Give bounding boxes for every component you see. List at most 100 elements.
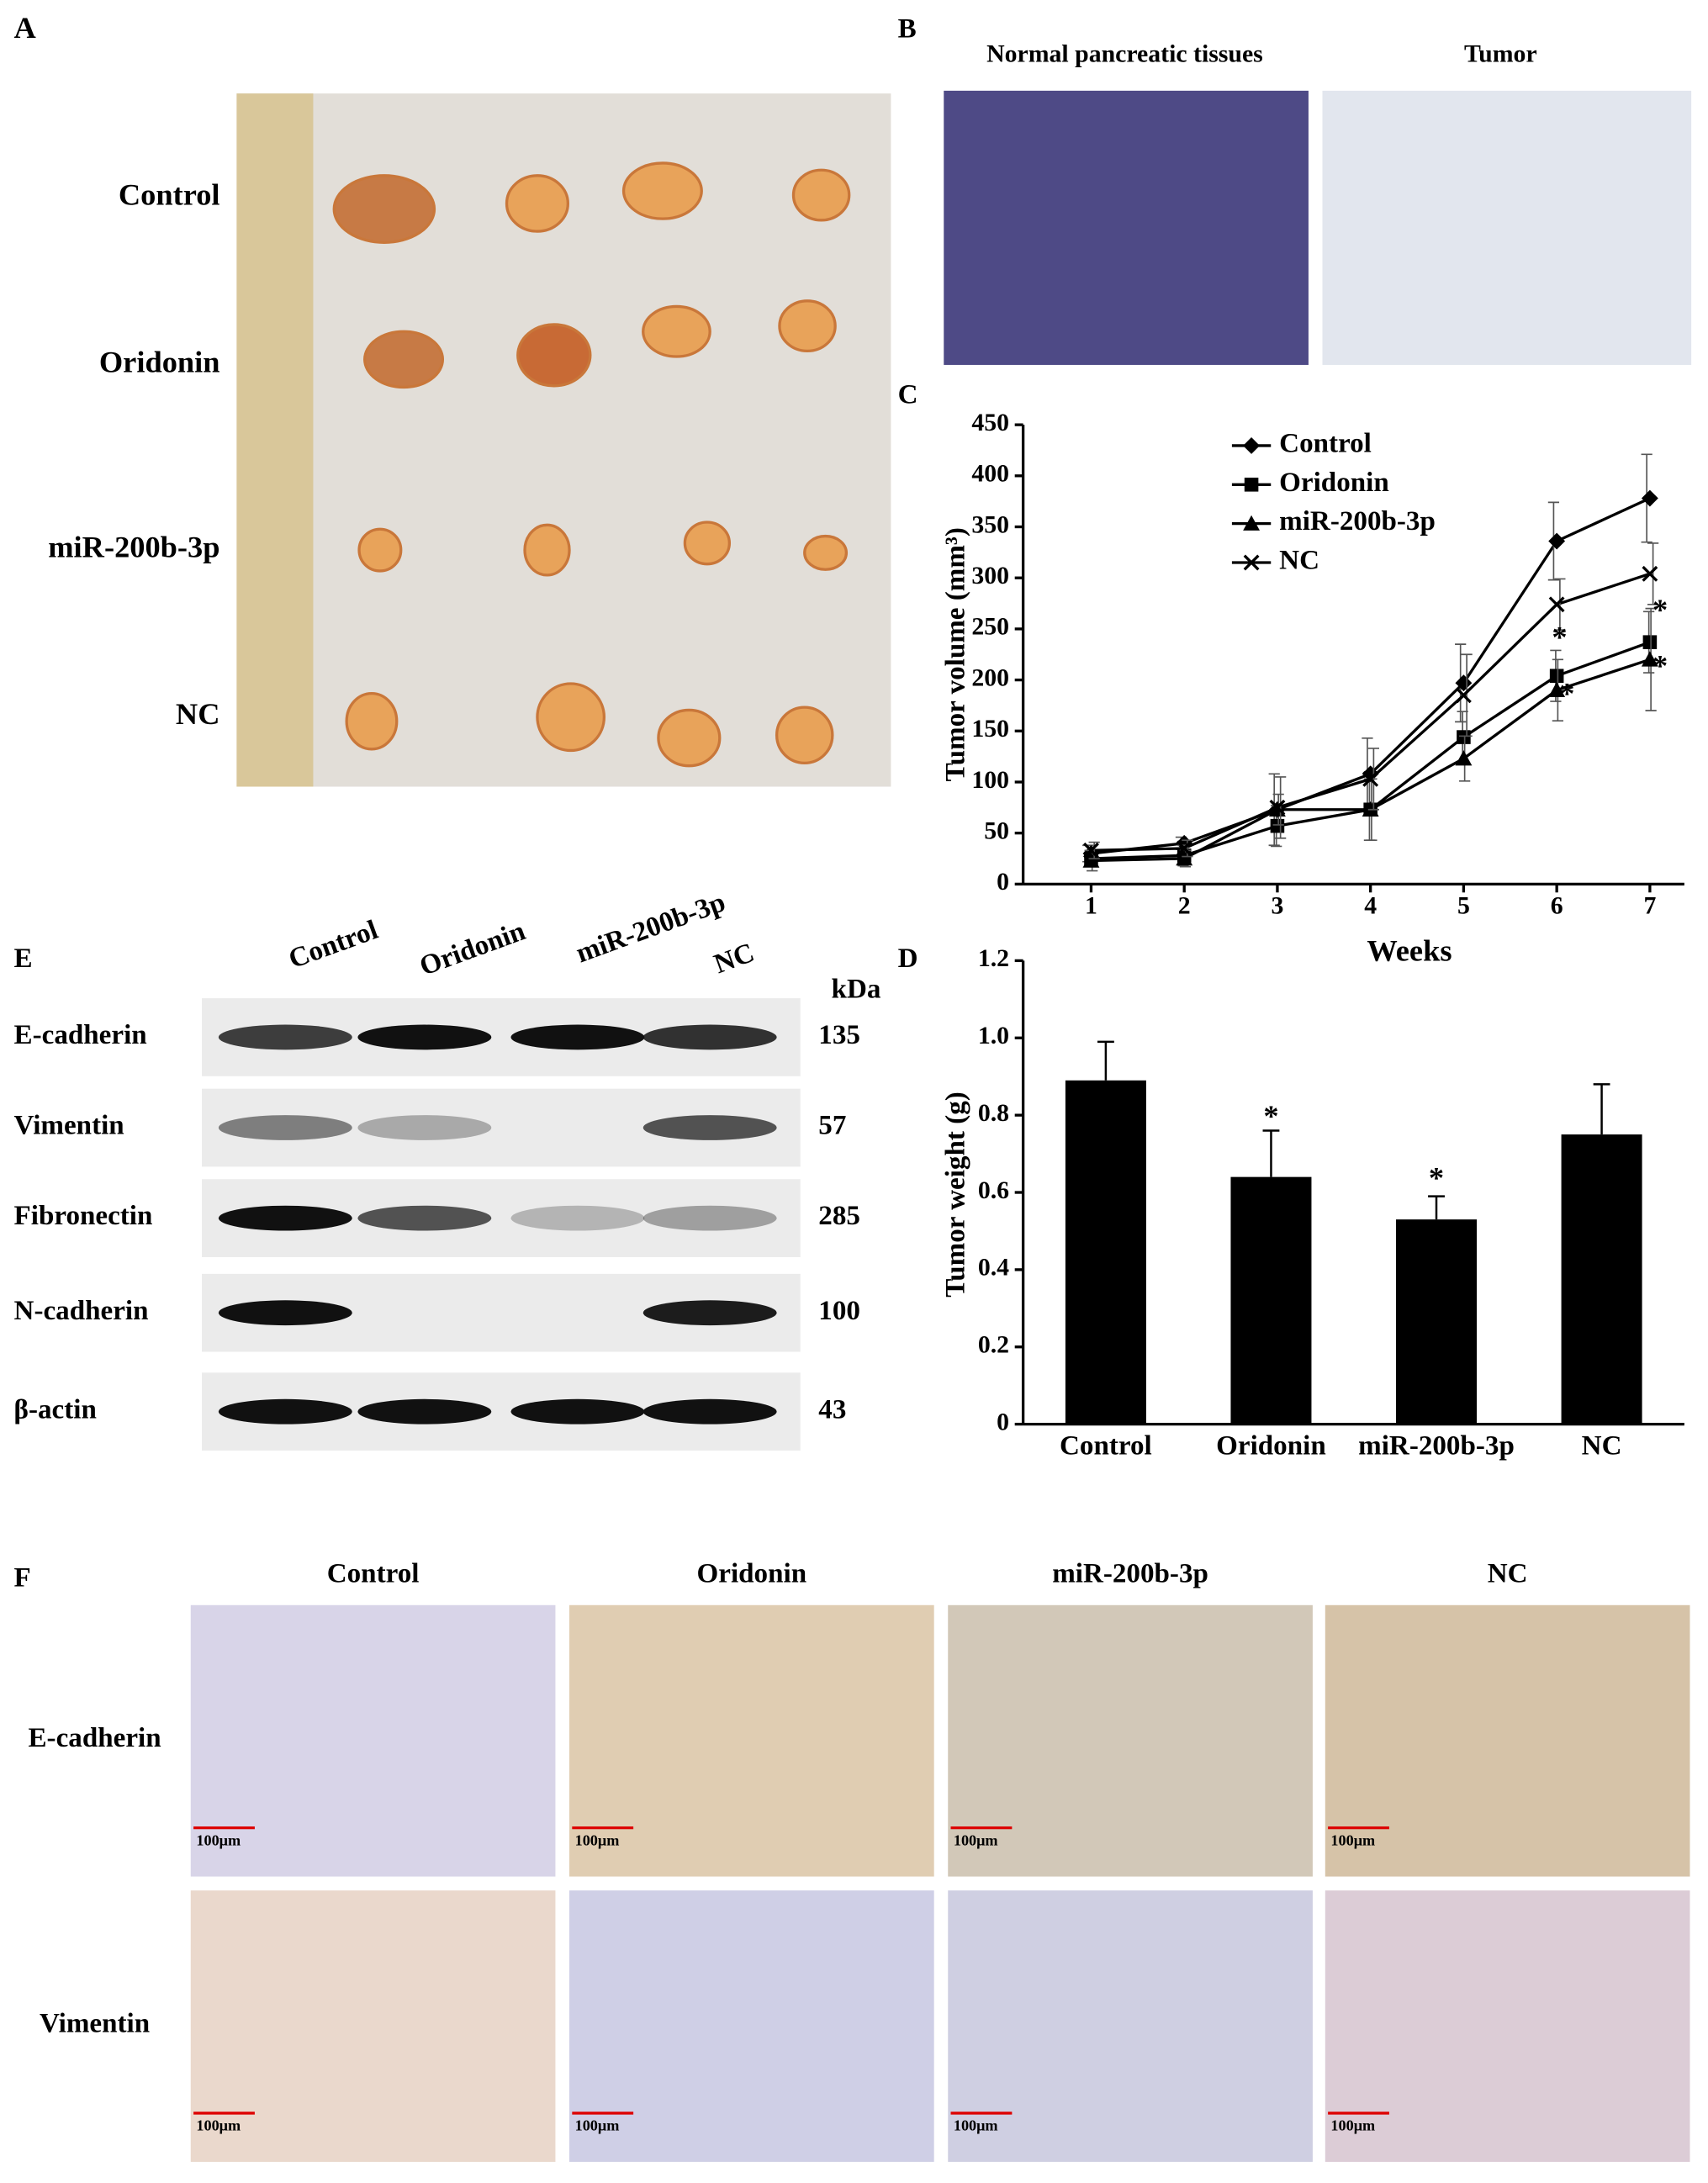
blot-band bbox=[642, 1205, 777, 1231]
blot-band bbox=[357, 1115, 492, 1140]
point bbox=[1549, 669, 1564, 684]
point bbox=[1641, 651, 1658, 667]
blot-band bbox=[218, 1115, 352, 1140]
histology-image bbox=[1322, 90, 1692, 365]
scale-bar-label: 100μm bbox=[575, 2117, 620, 2134]
y-tick-label: 1.0 bbox=[978, 1022, 1009, 1049]
ihc-image bbox=[190, 1890, 556, 2162]
scale-bar-label: 100μm bbox=[954, 1832, 998, 1848]
error-bar bbox=[1428, 1195, 1445, 1220]
scale-bar-label: 100μm bbox=[1330, 2117, 1375, 2134]
blot-band bbox=[642, 1024, 777, 1050]
panel-letter: C bbox=[898, 380, 918, 410]
x-tick-label: 6 bbox=[1551, 891, 1563, 919]
blot-band bbox=[218, 1205, 352, 1231]
panel-letter: E bbox=[14, 944, 33, 974]
row-label: miR-200b-3p bbox=[48, 530, 219, 563]
annotation: * bbox=[1652, 649, 1668, 683]
y-tick-label: 0.8 bbox=[978, 1099, 1009, 1127]
line bbox=[1091, 641, 1651, 860]
point bbox=[1270, 818, 1285, 833]
kda-label: 57 bbox=[818, 1111, 846, 1141]
panel-letter: B bbox=[898, 13, 917, 44]
panel-letter: F bbox=[14, 1563, 31, 1594]
scale-bar-label: 100μm bbox=[1330, 1832, 1375, 1848]
row-label: NC bbox=[176, 697, 220, 731]
point bbox=[1455, 687, 1472, 704]
ihc-image bbox=[1325, 1604, 1690, 1877]
kda-label: 285 bbox=[818, 1201, 860, 1231]
protein-label: Fibronectin bbox=[14, 1201, 153, 1231]
error-bar bbox=[1182, 839, 1193, 858]
column-label: Oridonin bbox=[697, 1559, 807, 1589]
lane-label: Oridonin bbox=[415, 916, 529, 981]
blot-band bbox=[510, 1205, 645, 1231]
legend-marker bbox=[1243, 437, 1261, 454]
row-label: E-cadherin bbox=[28, 1723, 161, 1753]
ihc-image bbox=[569, 1604, 934, 1877]
kda-label: 100 bbox=[818, 1296, 860, 1326]
blot-band bbox=[510, 1398, 645, 1424]
y-tick-label: 400 bbox=[971, 460, 1009, 488]
point bbox=[1457, 730, 1471, 744]
row-label: Vimentin bbox=[40, 2008, 150, 2038]
legend-marker bbox=[1244, 478, 1259, 492]
point bbox=[1083, 842, 1099, 859]
y-tick-label: 450 bbox=[971, 409, 1009, 436]
point bbox=[1455, 750, 1473, 766]
y-tick-label: 150 bbox=[971, 715, 1009, 743]
y-tick-label: 200 bbox=[971, 663, 1009, 691]
ihc-image bbox=[948, 1604, 1313, 1877]
blot-band bbox=[642, 1115, 777, 1140]
legend-label: miR-200b-3p bbox=[1279, 506, 1436, 536]
annotation: * bbox=[1559, 676, 1574, 710]
row-label: Oridonin bbox=[99, 345, 220, 378]
point bbox=[1548, 532, 1566, 550]
y-tick-label: 0 bbox=[997, 868, 1009, 896]
error-bar bbox=[1461, 653, 1473, 737]
point bbox=[1362, 770, 1379, 787]
y-tick-label: 1.2 bbox=[978, 944, 1009, 972]
x-tick-label: Control bbox=[1060, 1430, 1152, 1461]
point bbox=[1269, 799, 1286, 816]
panel-letter: D bbox=[898, 944, 918, 974]
protein-label: Vimentin bbox=[14, 1111, 124, 1141]
x-tick-label: miR-200b-3p bbox=[1358, 1430, 1515, 1461]
x-tick-label: 2 bbox=[1178, 891, 1191, 919]
blot-band bbox=[218, 1024, 352, 1050]
y-tick-label: 350 bbox=[971, 510, 1009, 538]
scale-bar-label: 100μm bbox=[954, 2117, 998, 2134]
error-bar bbox=[1554, 578, 1566, 631]
lane-label: miR-200b-3p bbox=[572, 887, 729, 969]
column-label: Control bbox=[327, 1559, 420, 1589]
legend-marker bbox=[1243, 554, 1260, 571]
point bbox=[1548, 681, 1566, 698]
error-bar bbox=[1088, 841, 1100, 859]
point bbox=[1642, 635, 1658, 649]
point bbox=[1176, 840, 1192, 857]
point bbox=[1548, 596, 1565, 613]
x-tick-label: 1 bbox=[1085, 891, 1097, 919]
annotation: * bbox=[1263, 1099, 1278, 1133]
blot-band bbox=[357, 1024, 492, 1050]
bar bbox=[1230, 1176, 1312, 1424]
protein-label: N-cadherin bbox=[14, 1296, 149, 1326]
column-label: NC bbox=[1488, 1559, 1528, 1589]
bar bbox=[1561, 1134, 1642, 1424]
ihc-image bbox=[948, 1890, 1313, 2162]
blot-band bbox=[218, 1300, 352, 1326]
histology-image bbox=[944, 90, 1309, 365]
ihc-image bbox=[190, 1604, 556, 1877]
image-title: Normal pancreatic tissues bbox=[986, 40, 1263, 67]
protein-label: E-cadherin bbox=[14, 1020, 147, 1050]
error-bar bbox=[1647, 542, 1659, 605]
x-tick-label: 5 bbox=[1457, 891, 1470, 919]
scale-bar-label: 100μm bbox=[575, 1832, 620, 1848]
y-tick-label: 0.2 bbox=[978, 1331, 1009, 1359]
legend-label: Oridonin bbox=[1279, 468, 1389, 498]
row-label: Control bbox=[119, 178, 220, 212]
x-tick-label: 3 bbox=[1271, 891, 1283, 919]
point bbox=[1642, 565, 1658, 582]
kda-label: 43 bbox=[818, 1394, 846, 1424]
blot-band bbox=[218, 1398, 352, 1424]
